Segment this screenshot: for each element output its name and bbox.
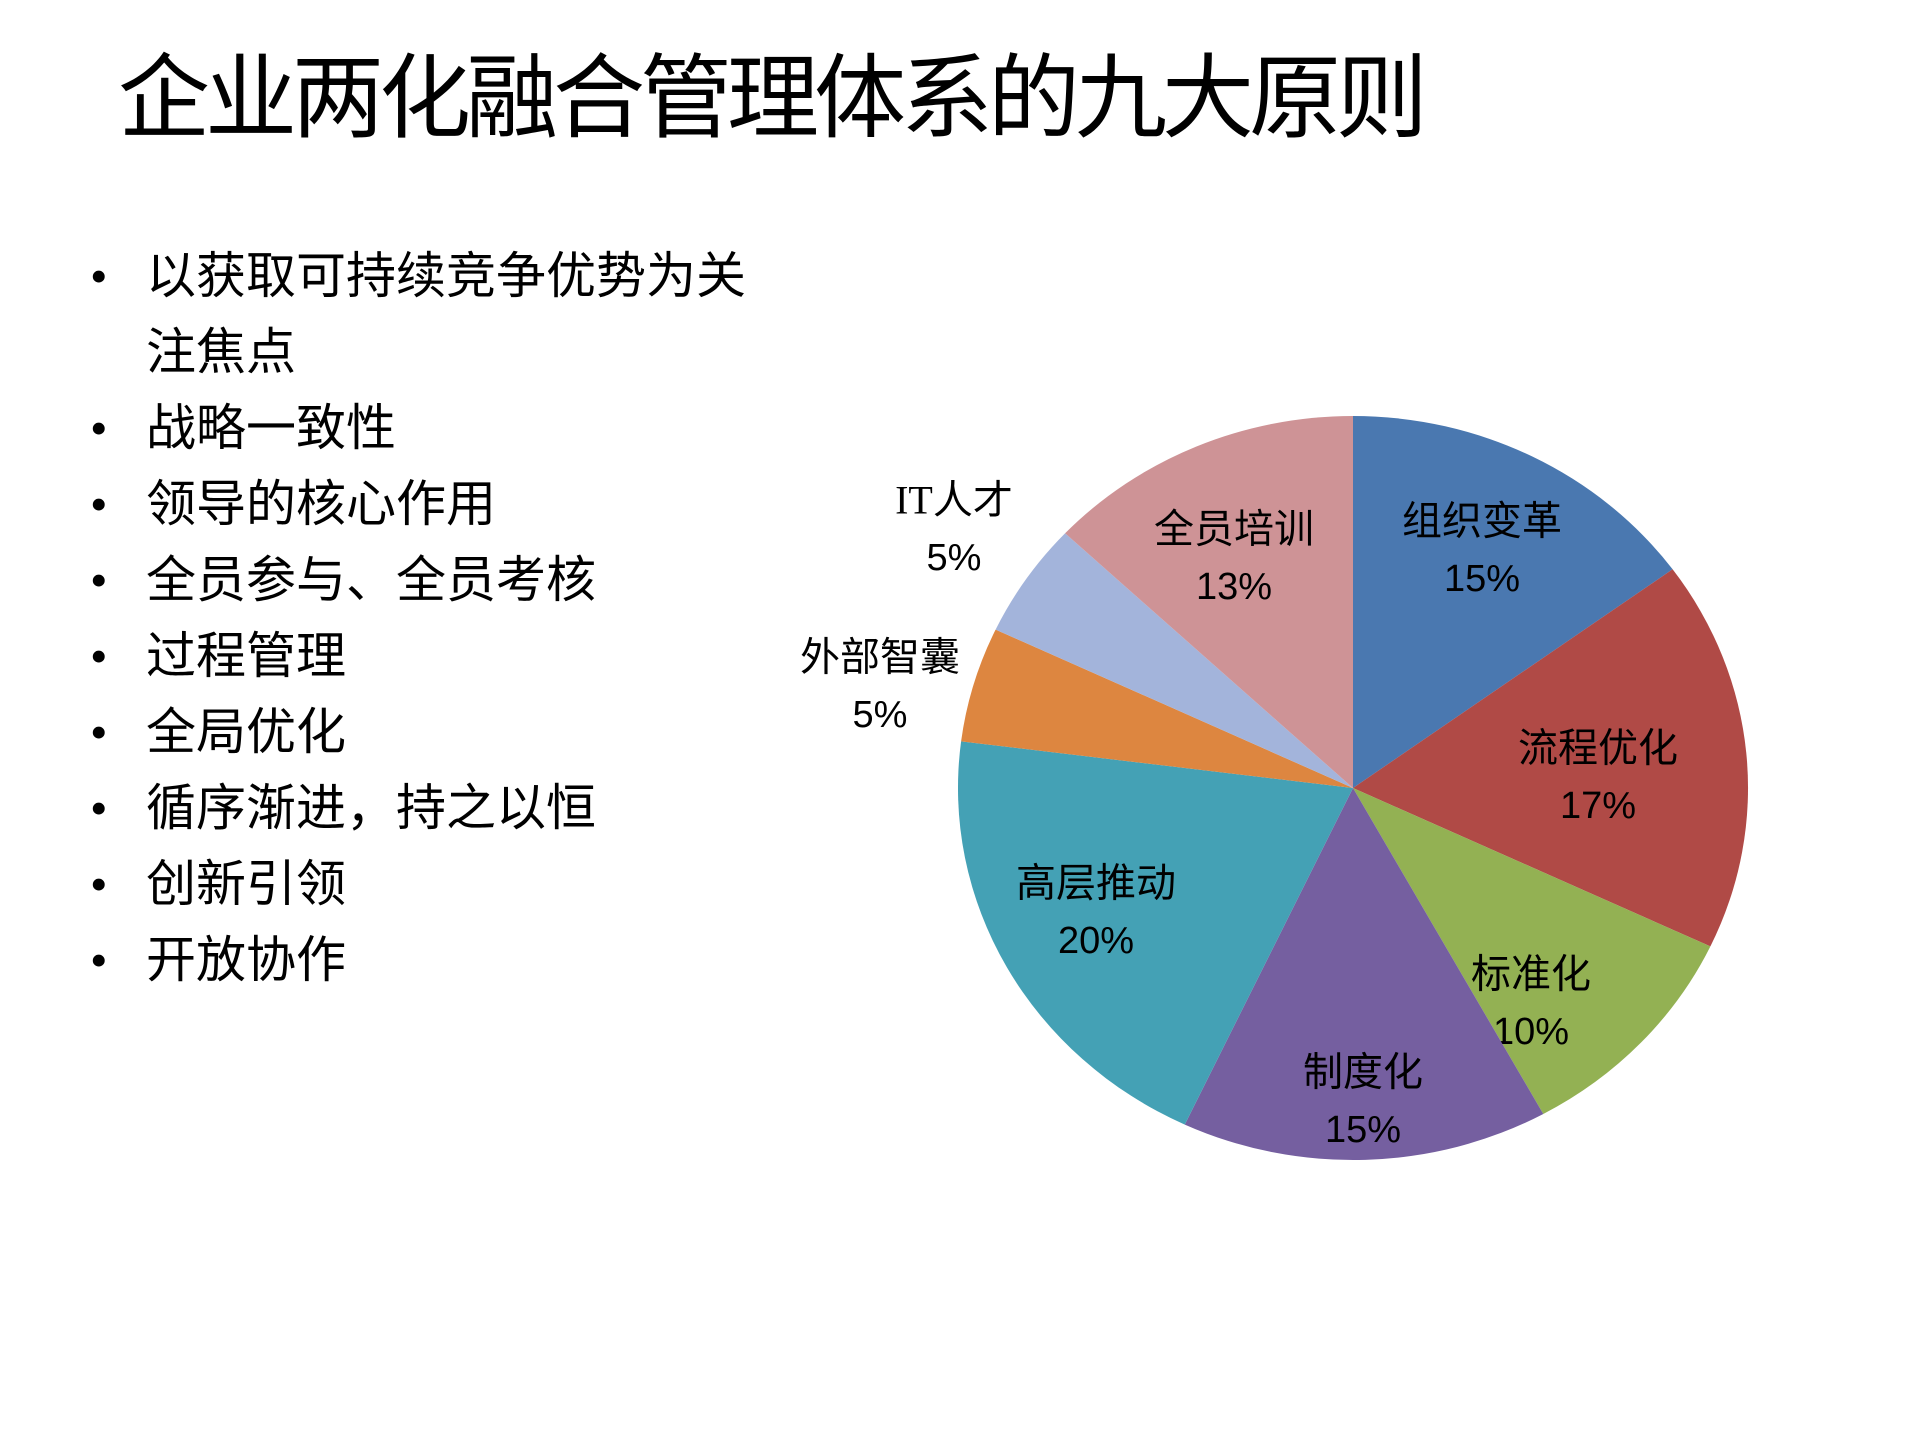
bullet-item-1: 以获取可持续竞争优势为关注焦点 <box>78 238 788 390</box>
bullet-item-5: 过程管理 <box>78 618 788 694</box>
bullet-item-2: 战略一致性 <box>78 390 788 466</box>
pie-label-name-5: 高层推动 <box>1016 861 1176 906</box>
pie-label-percent-2: 17% <box>1560 785 1636 827</box>
bullet-item-9: 开放协作 <box>78 922 788 998</box>
slide-title: 企业两化融合管理体系的九大原则 <box>118 48 1428 150</box>
pie-label-percent-8: 13% <box>1196 566 1272 608</box>
pie-label-name-7: IT人才 <box>895 478 1013 523</box>
bullet-item-6: 全局优化 <box>78 694 788 770</box>
bullet-item-8: 创新引领 <box>78 846 788 922</box>
pie-label-name-2: 流程优化 <box>1518 726 1678 771</box>
bullet-item-3: 领导的核心作用 <box>78 466 788 542</box>
pie-slice-4 <box>1184 788 1544 1161</box>
pie-label-percent-1: 15% <box>1444 558 1520 600</box>
pie-label-name-6: 外部智囊 <box>800 635 960 680</box>
pie-label-name-1: 组织变革 <box>1402 499 1562 544</box>
pie-label-name-4: 制度化 <box>1303 1050 1423 1095</box>
pie-slice-3 <box>1353 788 1711 1114</box>
pie-slice-1 <box>1353 416 1673 788</box>
pie-label-name-3: 标准化 <box>1471 952 1591 997</box>
pie-label-percent-3: 10% <box>1493 1011 1569 1053</box>
pie-slice-7 <box>995 533 1353 788</box>
pie-slice-6 <box>961 629 1353 788</box>
pie-slice-5 <box>957 741 1353 1125</box>
pie-label-name-8: 全员培训 <box>1154 507 1314 552</box>
pie-label-percent-7: 5% <box>927 537 982 579</box>
pie-slice-2 <box>1353 569 1749 947</box>
pie-label-percent-4: 15% <box>1325 1109 1401 1151</box>
bullet-item-4: 全员参与、全员考核 <box>78 542 788 618</box>
pie-label-percent-6: 5% <box>853 694 908 736</box>
pie-slice-8 <box>1065 416 1353 788</box>
bullet-list: 以获取可持续竞争优势为关注焦点战略一致性领导的核心作用全员参与、全员考核过程管理… <box>78 238 788 998</box>
pie-label-percent-5: 20% <box>1058 920 1134 962</box>
bullet-item-7: 循序渐进，持之以恒 <box>78 770 788 846</box>
